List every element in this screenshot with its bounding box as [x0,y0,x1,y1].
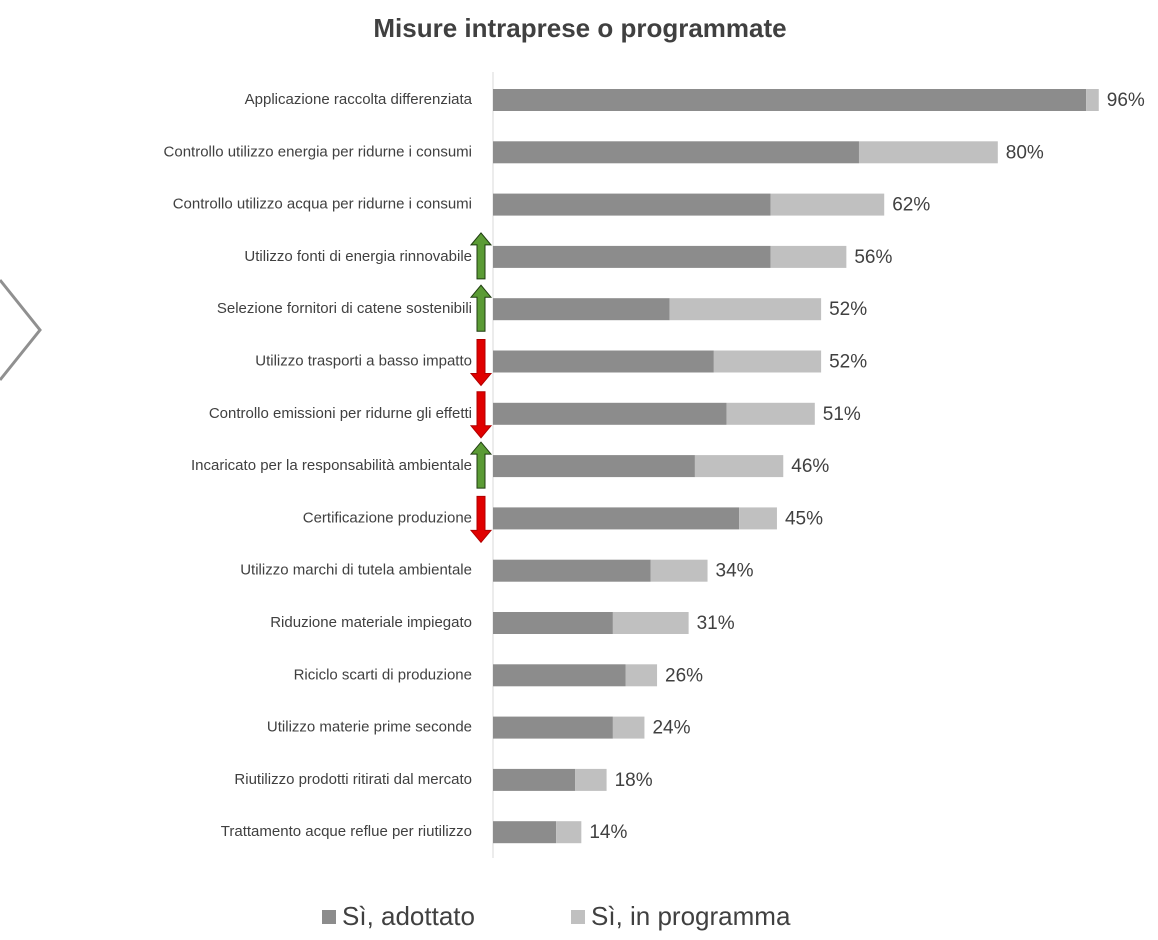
bar-segment [493,821,557,844]
category-label: Controllo emissioni per ridurne gli effe… [209,405,472,422]
bar-segment [726,402,815,425]
bar-segment [739,507,777,530]
category-label: Applicazione raccolta differenziata [245,91,473,108]
bar-segment [650,559,708,582]
bar-segment [493,298,670,321]
chart-title: Misure intraprese o programmate [373,13,786,43]
trend-arrow [469,495,493,544]
data-label: 34% [716,561,754,582]
category-label: Utilizzo fonti di energia rinnovabile [244,248,472,265]
data-label: 96% [1107,90,1145,111]
bar-segment [493,141,859,164]
category-label: Utilizzo trasporti a basso impatto [255,352,472,369]
bar-segment [493,350,714,373]
bar-segment [493,193,771,216]
bar-segment [493,768,576,791]
data-label: 80% [1006,142,1044,163]
data-label: 26% [665,665,703,686]
category-label: Controllo utilizzo acqua per ridurne i c… [173,196,472,213]
trend-arrow [469,339,493,387]
data-label: 51% [823,404,861,425]
trend-arrow [469,441,493,489]
bar-segment [669,298,822,321]
data-label: 24% [652,718,690,739]
category-label: Incaricato per la responsabilità ambient… [191,457,472,474]
chevron [0,279,42,381]
data-label: 46% [791,456,829,477]
bar-segment [493,612,613,634]
trend-arrow [469,232,493,280]
bar-segment [858,141,998,164]
legend-swatch [571,910,585,924]
bar-segment [493,89,1087,111]
category-label: Riciclo scarti di produzione [294,666,472,683]
data-label: 31% [697,613,735,634]
trend-arrow [469,284,493,332]
bar-segment [612,612,689,634]
trend-arrow [469,391,493,439]
legend-label: Sì, in programma [591,901,791,931]
bar-segment [625,664,658,687]
bar-segment [493,455,695,478]
bar-segment [493,402,727,425]
bar-segment [770,193,885,216]
bar-segment [770,245,847,268]
bar-segment [493,716,613,739]
bar-segment [493,559,651,582]
legend-label: Sì, adottato [342,901,475,931]
bar-segment [575,768,607,791]
category-label: Controllo utilizzo energia per ridurne i… [164,143,472,160]
bar-segment [493,507,740,530]
data-label: 18% [615,770,653,791]
bar-segment [556,821,582,844]
data-label: 14% [589,822,627,843]
data-label: 45% [785,508,823,529]
category-label: Utilizzo materie prime seconde [267,719,472,736]
data-label: 56% [854,247,892,268]
data-label: 52% [829,352,867,373]
bar-segment [1086,89,1099,111]
data-label: 62% [892,195,930,216]
category-label: Utilizzo marchi di tutela ambientale [240,562,472,579]
data-label: 52% [829,299,867,320]
category-label: Certificazione produzione [303,509,472,526]
category-label: Selezione fornitori di catene sostenibil… [217,300,472,317]
category-label: Riduzione materiale impiegato [270,614,472,631]
bar-segment [612,716,645,739]
bar-segment [493,664,626,687]
legend-swatch [322,910,336,924]
bar-segment [694,455,784,478]
category-label: Riutilizzo prodotti ritirati dal mercato [234,771,472,788]
bar-segment [493,245,771,268]
category-label: Trattamento acque reflue per riutilizzo [221,823,472,840]
bar-segment [713,350,822,373]
